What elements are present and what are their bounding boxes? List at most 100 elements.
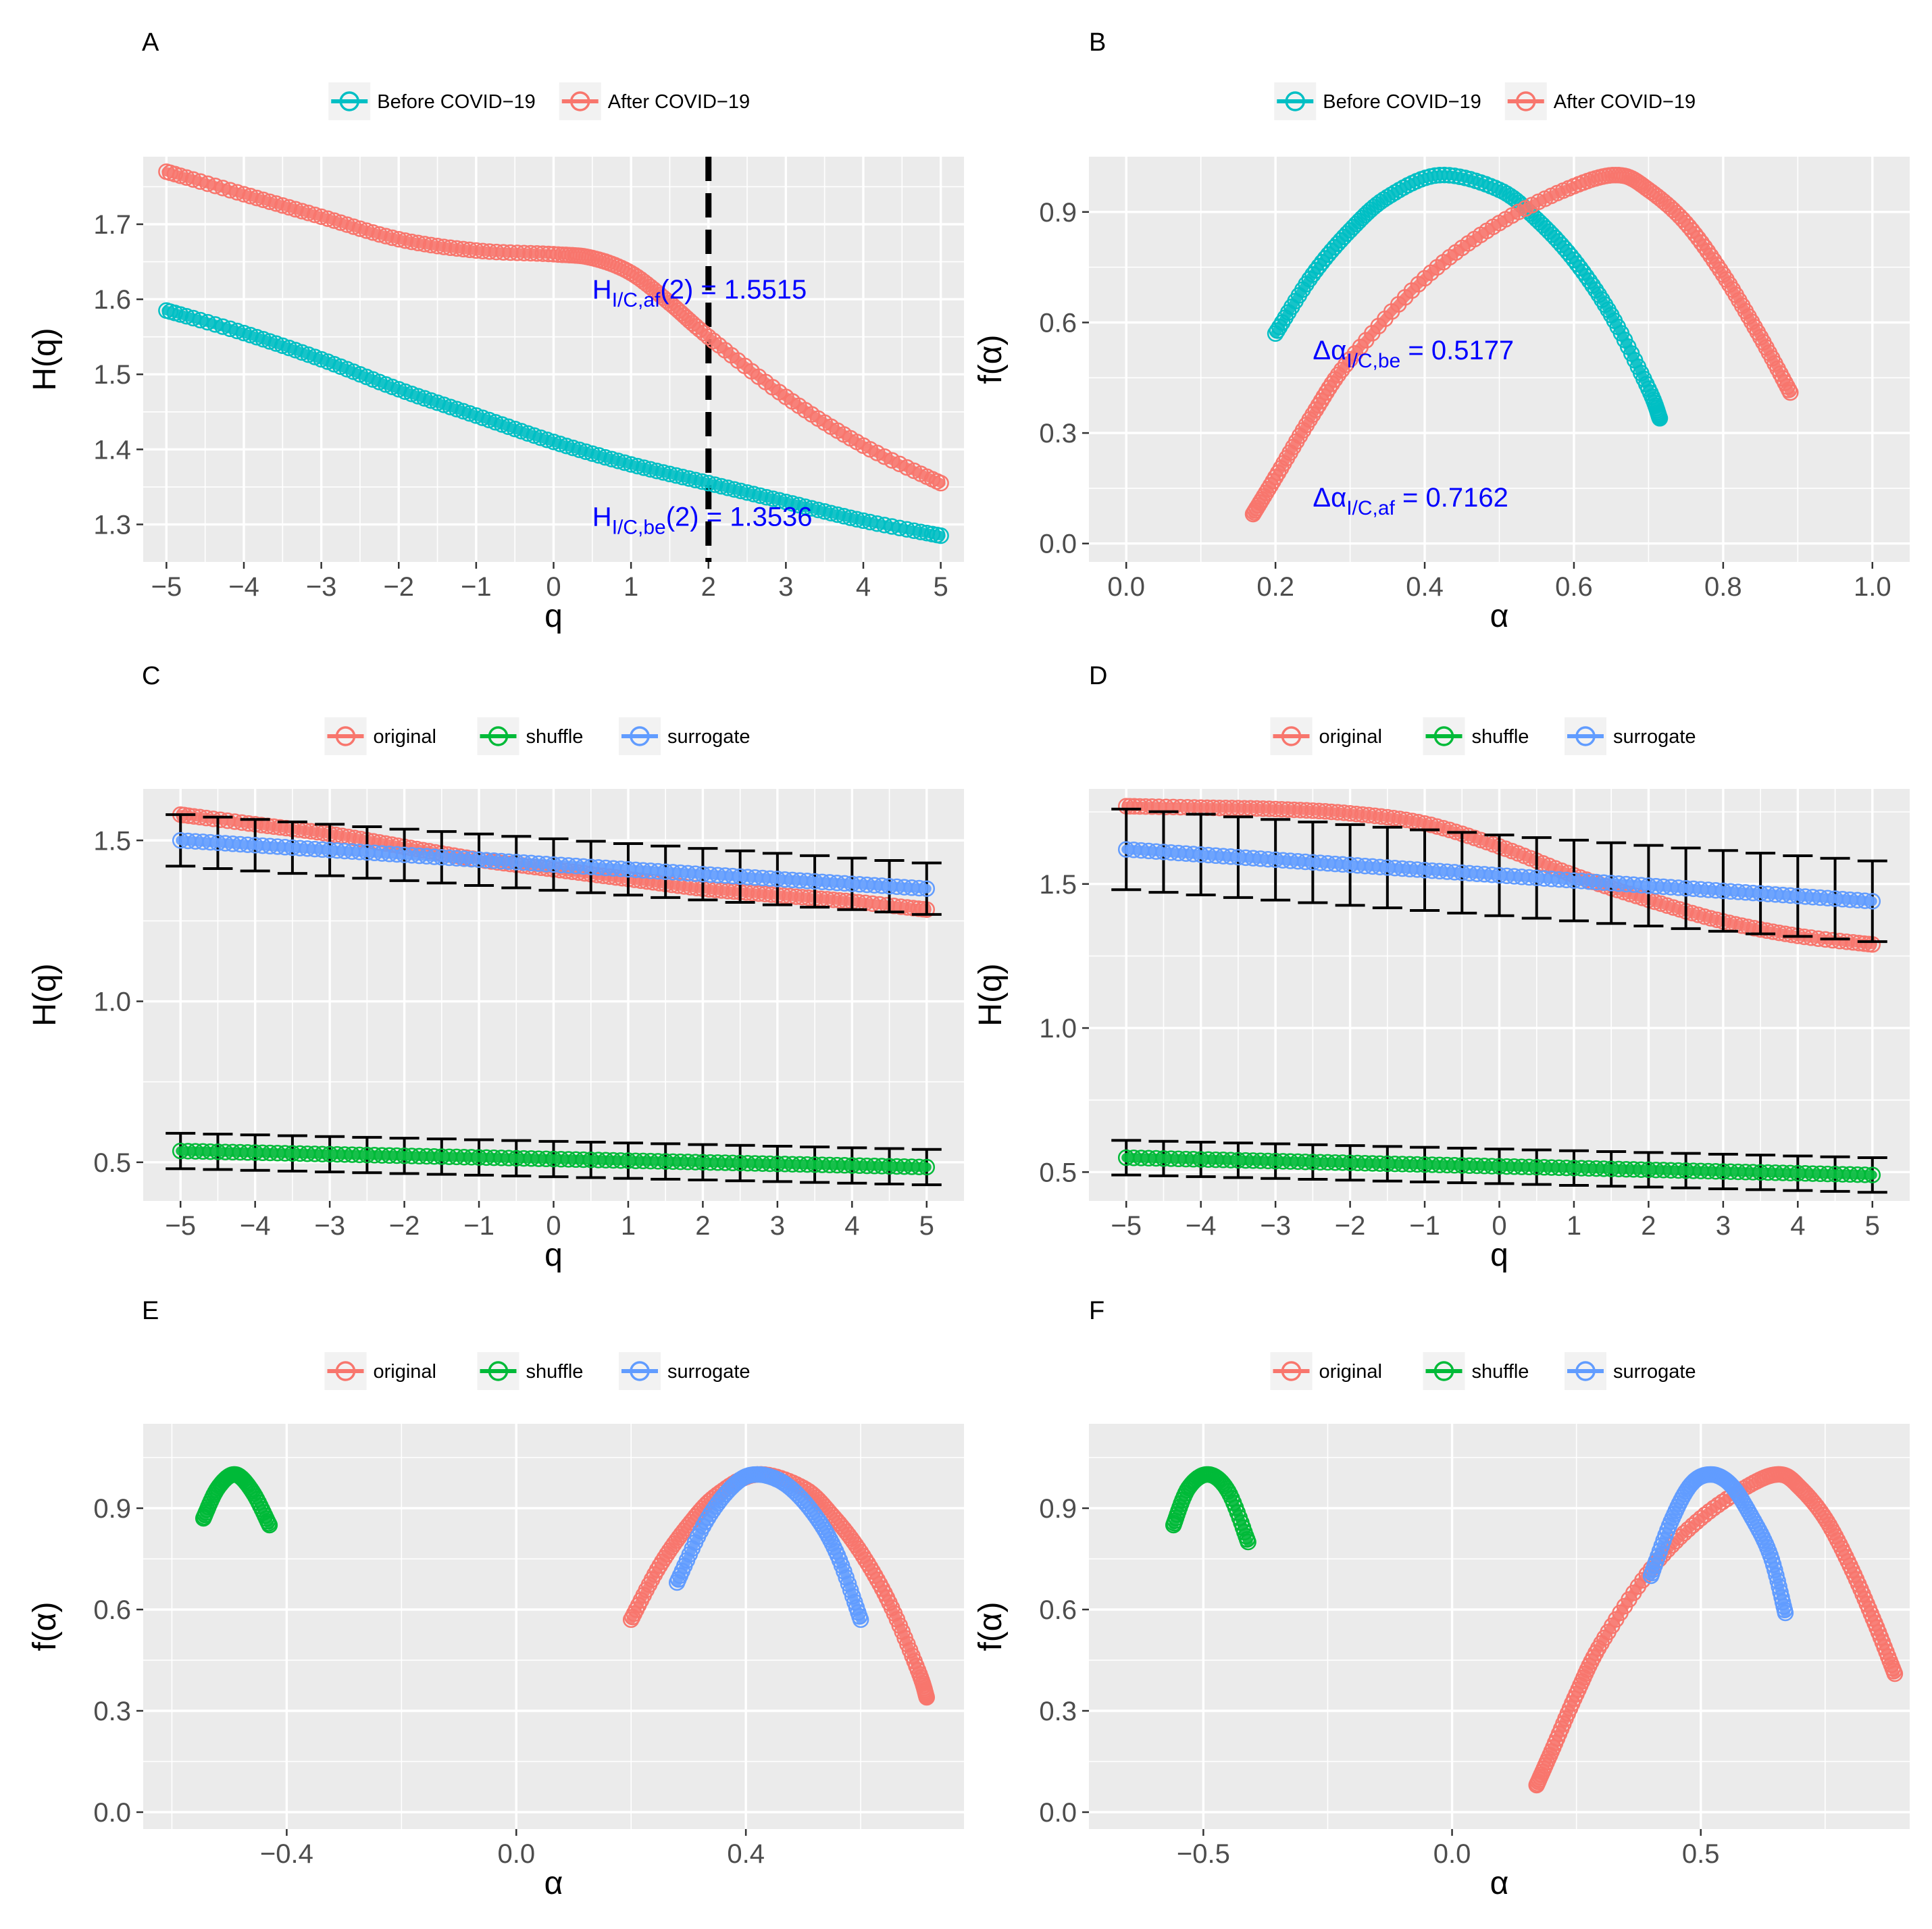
data-point (932, 527, 949, 544)
legend-label: shuffle (526, 1361, 584, 1383)
data-point (192, 173, 209, 190)
series-shuffle (166, 1131, 942, 1187)
series-shuffle (1111, 1139, 1887, 1194)
y-tick-label: 1.0 (93, 987, 131, 1017)
data-point (1806, 1495, 1823, 1512)
data-point (1211, 799, 1228, 817)
panel-E: E −0.4 0.0 0.4 0.0 0.3 0.6 0.9 α f(α) original shuf… (27, 1297, 964, 1901)
data-point (765, 490, 782, 507)
x-tick-label: −2 (383, 572, 414, 602)
legend-label: After COVID−19 (608, 91, 750, 113)
data-point (1267, 469, 1284, 486)
data-point (390, 230, 407, 248)
legend-key-marker (1281, 726, 1302, 746)
legend-label: surrogate (667, 726, 751, 748)
legend-label: shuffle (1472, 726, 1529, 748)
data-point (825, 891, 842, 908)
data-point (693, 473, 711, 490)
data-point (911, 879, 927, 897)
data-point (1217, 800, 1234, 817)
data-point (1350, 213, 1368, 230)
data-point (842, 509, 859, 526)
data-point (892, 898, 909, 915)
series-line (1248, 170, 1796, 519)
y-tick-label: 1.5 (93, 360, 131, 390)
y-tick-label: 1.0 (1039, 1014, 1077, 1044)
x-tick-label: 0.4 (727, 1839, 765, 1869)
data-point (1571, 259, 1589, 277)
data-point (1391, 182, 1408, 199)
x-tick-label: 0 (546, 572, 561, 602)
data-point (1831, 933, 1848, 950)
data-point (1850, 935, 1868, 952)
series-shuffle (195, 1466, 278, 1534)
data-point (461, 241, 478, 259)
data-point (1131, 798, 1148, 815)
data-point (1404, 813, 1421, 829)
data-point (1137, 798, 1154, 815)
legend-label: surrogate (1613, 1361, 1696, 1383)
data-point (1172, 798, 1189, 816)
y-axis-title: H(q) (27, 963, 63, 1026)
y-tick-label: 1.4 (93, 435, 131, 465)
data-point (590, 447, 607, 464)
data-point (1267, 800, 1284, 818)
panel-C: C −5 −4 −3 −2 −1 0 1 2 3 4 5 0.5 1.0 1.5 q H(q) original s… (27, 662, 964, 1273)
data-point (816, 503, 833, 520)
legend-key-marker (1433, 1361, 1454, 1381)
data-point (1383, 186, 1400, 203)
data-point (674, 469, 691, 486)
data-point (719, 480, 736, 496)
data-point (912, 523, 930, 540)
data-point (494, 244, 512, 261)
data-point (758, 488, 775, 506)
data-point (751, 487, 769, 505)
data-point (233, 814, 251, 831)
legend-key-marker (570, 91, 590, 111)
gridlines (1089, 1424, 1910, 1829)
legend-item: Before COVID−19 (1274, 82, 1481, 120)
legend-key-marker (630, 726, 650, 746)
data-point (1702, 910, 1719, 927)
data-point (1279, 801, 1296, 818)
x-tick-label: 3 (778, 572, 793, 602)
y-axis-title: f(α) (27, 1601, 63, 1651)
data-point (642, 461, 659, 478)
data-point (384, 229, 401, 247)
legend-label: shuffle (526, 726, 584, 748)
x-tick-label: −5 (165, 1211, 196, 1241)
data-point (442, 239, 459, 257)
data-point (1689, 230, 1707, 247)
panel-B: B 0.0 0.2 0.4 0.6 0.8 1.0 0.0 0.3 0.6 0.9 α f(α) Befo… (973, 28, 1910, 634)
x-tick-label: 0.2 (1256, 572, 1294, 602)
x-tick-label: 1 (1567, 1211, 1581, 1241)
data-point (831, 892, 848, 909)
x-tick-label: −3 (1260, 1211, 1291, 1241)
data-point (1537, 220, 1554, 237)
data-point (1304, 406, 1321, 423)
legend: Before COVID−19 After COVID−19 (328, 82, 750, 120)
data-point (649, 462, 665, 480)
data-point (1269, 322, 1286, 339)
data-point (655, 464, 672, 481)
y-tick-label: 0.3 (1039, 1697, 1077, 1726)
data-point (796, 498, 814, 515)
legend: original shuffle surrogate (324, 717, 751, 755)
y-tick-label: 0.0 (1039, 530, 1077, 559)
data-point (515, 245, 533, 261)
x-tick-label: −4 (240, 1211, 271, 1241)
legend-label: original (1319, 1361, 1383, 1383)
data-point (207, 177, 224, 195)
data-point (1531, 213, 1548, 231)
x-tick-label: 2 (701, 572, 716, 602)
x-tick-label: −3 (306, 572, 337, 602)
x-tick-label: 0.4 (1406, 572, 1444, 602)
y-tick-label: 0.5 (93, 1148, 131, 1178)
data-point (687, 471, 704, 489)
data-point (678, 309, 695, 327)
x-tick-label: 0.6 (1555, 572, 1593, 602)
data-point (199, 313, 216, 331)
y-tick-label: 0.0 (1039, 1798, 1077, 1828)
y-tick-label: 0.3 (1039, 419, 1077, 448)
